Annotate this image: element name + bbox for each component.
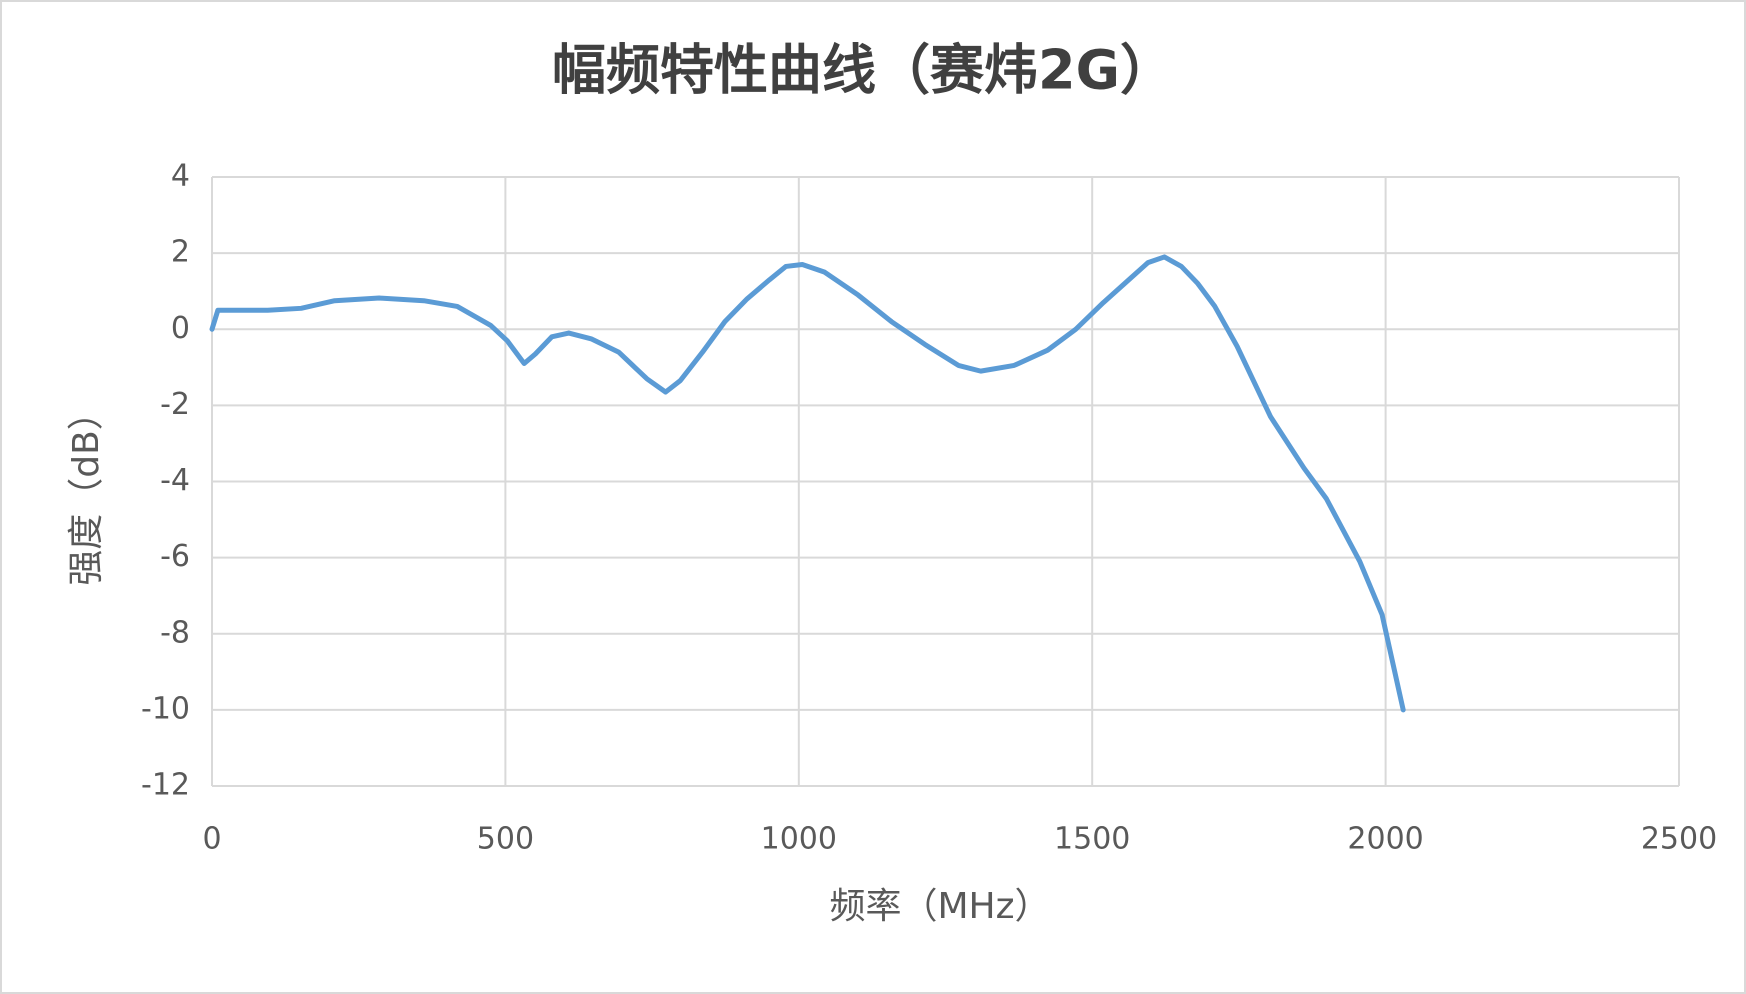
y-tick-label: 2 bbox=[171, 235, 190, 270]
x-tick-label: 2000 bbox=[1347, 822, 1423, 857]
x-tick-label: 500 bbox=[477, 822, 534, 857]
y-axis-label: 强度（dB） bbox=[66, 394, 107, 586]
y-tick-label: -8 bbox=[160, 615, 190, 650]
y-tick-label: -2 bbox=[160, 387, 190, 422]
y-tick-label: -6 bbox=[160, 539, 190, 574]
x-tick-label: 2500 bbox=[1641, 822, 1717, 857]
x-axis-label: 频率（MHz） bbox=[829, 886, 1050, 927]
x-tick-label: 0 bbox=[202, 822, 221, 857]
chart-title: 幅频特性曲线（赛炜2G） bbox=[552, 39, 1174, 102]
y-tick-label: -4 bbox=[160, 463, 190, 498]
y-tick-label: -10 bbox=[141, 691, 190, 726]
y-tick-label: 4 bbox=[171, 159, 190, 194]
x-tick-label: 1000 bbox=[761, 822, 837, 857]
y-tick-label: 0 bbox=[171, 311, 190, 346]
x-tick-label: 1500 bbox=[1054, 822, 1130, 857]
y-tick-label: -12 bbox=[141, 768, 190, 803]
data-line bbox=[209, 254, 1406, 713]
